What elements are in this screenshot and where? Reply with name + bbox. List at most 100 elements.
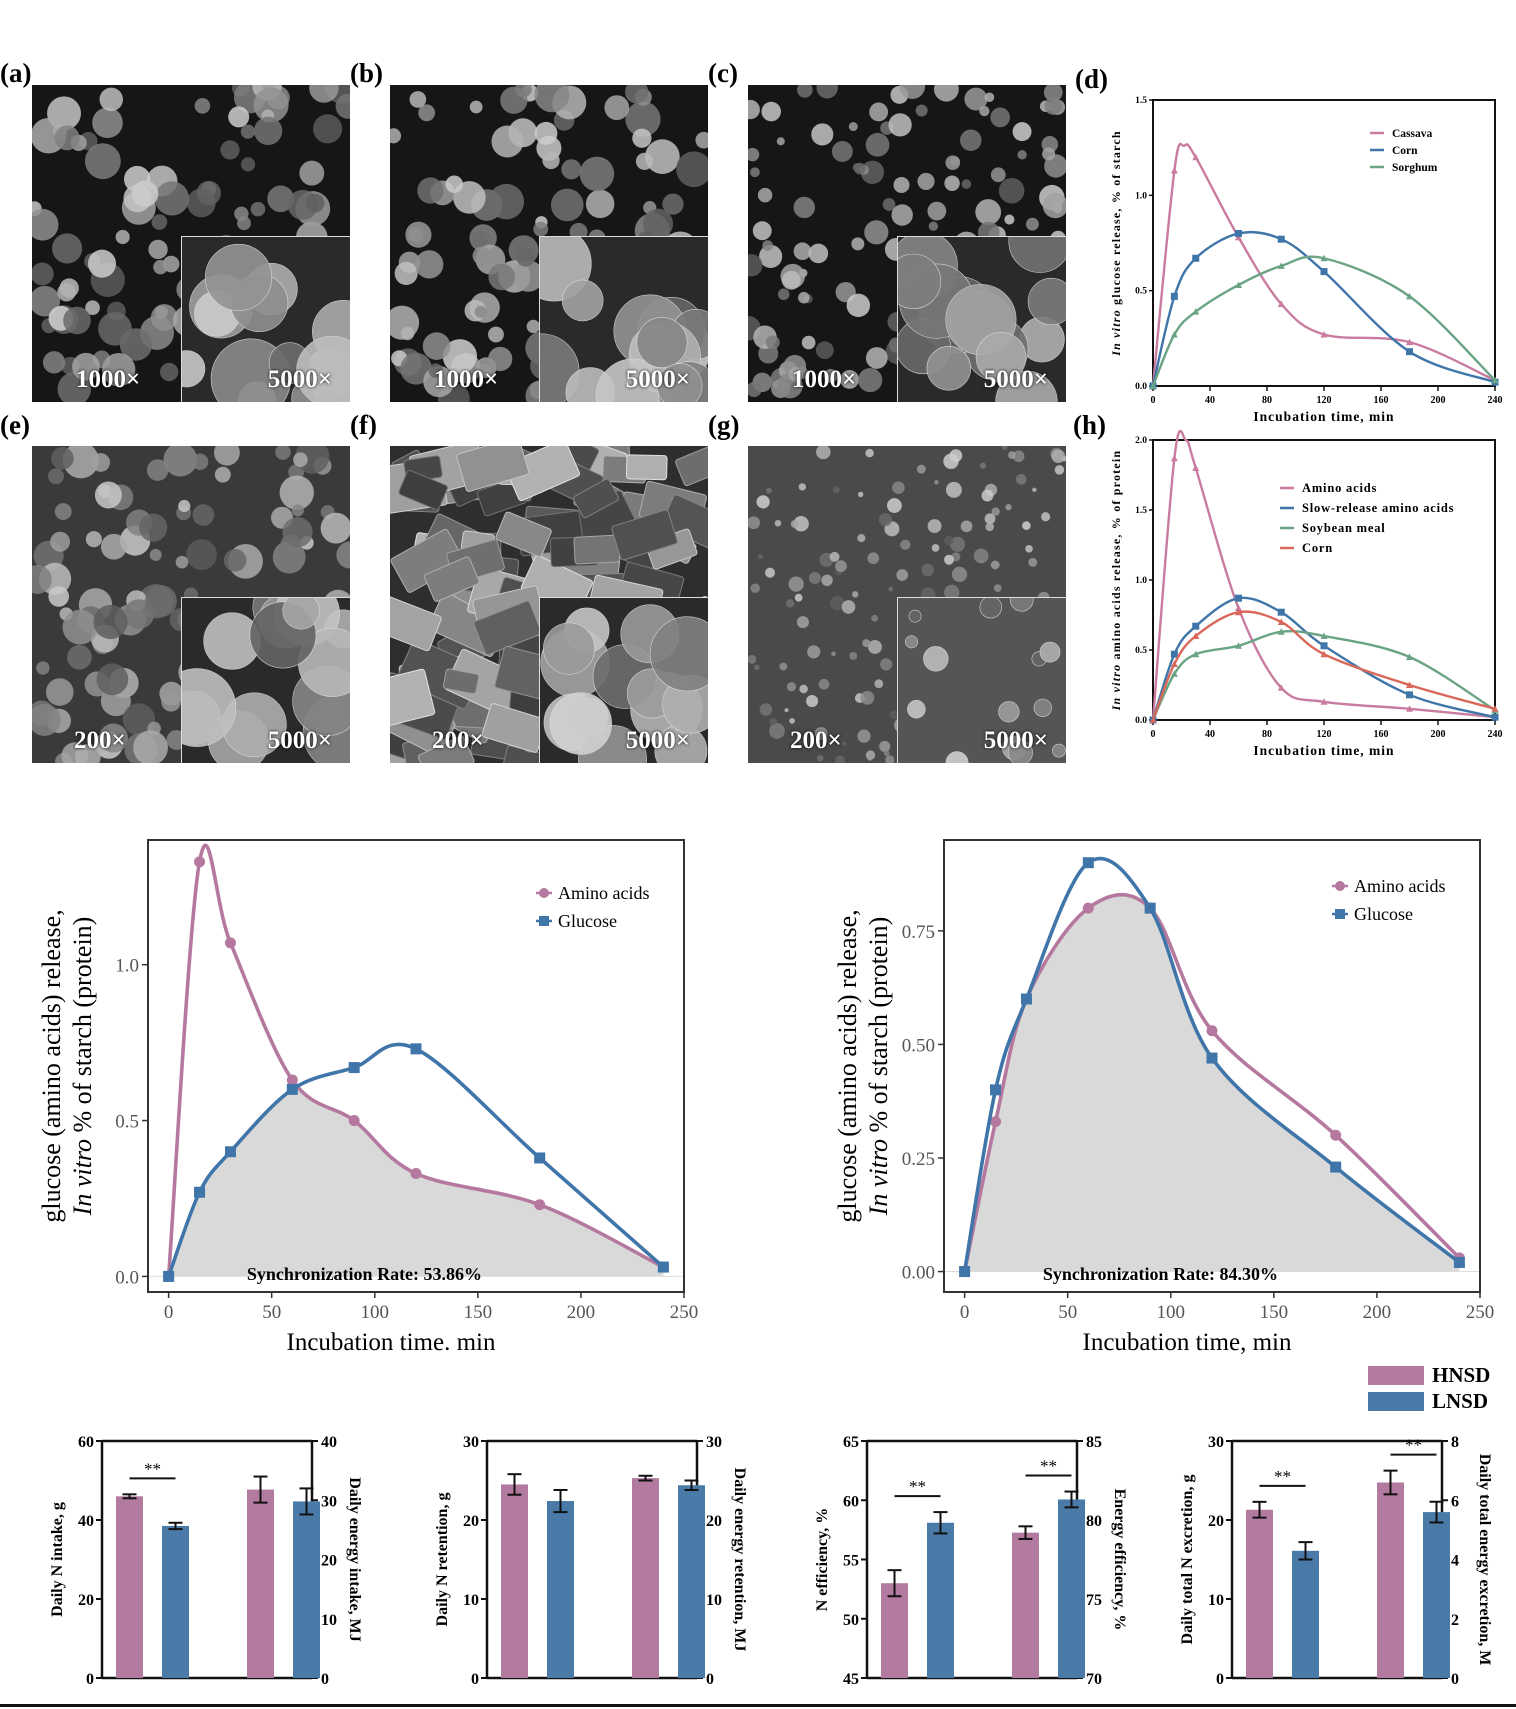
sem-image: 200× 5000× [748, 446, 1066, 763]
data-point [410, 1168, 422, 1180]
sem-particle [1054, 465, 1065, 475]
y-tick-label-left: 10 [463, 1592, 479, 1609]
sem-inset-particle [182, 668, 237, 747]
significance-marker: ** [144, 1459, 161, 1478]
data-point [1082, 902, 1094, 914]
legend-label-hnsd: HNSD [1432, 1362, 1491, 1387]
y-axis-label-italic: In vitro [1109, 305, 1123, 357]
y-axis-label-right: Energy efficiency, % [1111, 1489, 1128, 1631]
plot-frame [943, 839, 1481, 1293]
data-point [1235, 281, 1242, 288]
sem-image: 200× 5000× [390, 446, 708, 763]
bar-hnsd [116, 1496, 143, 1678]
sem-particle [818, 678, 830, 690]
sem-particle [115, 229, 130, 245]
sem-particle [823, 368, 838, 383]
sem-particle [417, 177, 444, 204]
y-axis-label-left: Daily N retention, g [434, 1493, 451, 1627]
data-point [348, 1115, 360, 1127]
sem-particle [133, 730, 168, 763]
x-tick-label: 100 [361, 1302, 390, 1323]
sem-inset-particle [926, 346, 972, 391]
sem-particle [857, 491, 864, 498]
y-tick-label-right: 80 [1086, 1513, 1102, 1530]
sem-inset-particle [907, 699, 926, 719]
sem-flake [495, 511, 552, 558]
sem-inset-particle [549, 692, 612, 755]
y-tick-label-right: 20 [321, 1553, 337, 1570]
sem-particle [759, 703, 773, 716]
sem-particle [880, 658, 893, 671]
y-axis-label-left: Daily N intake, g [49, 1502, 66, 1617]
sem-particle [927, 201, 947, 221]
sem-particle [776, 137, 785, 146]
sem-particle [149, 168, 167, 186]
data-point [1192, 632, 1200, 639]
sem-particle [973, 548, 989, 564]
sem-flake [398, 470, 448, 510]
sem-particle [964, 87, 988, 111]
sem-particle [852, 591, 859, 598]
sem-particle [1022, 521, 1031, 530]
data-point [1491, 705, 1499, 712]
y-tick-label-right: 75 [1086, 1592, 1102, 1609]
sem-inset-particle [923, 646, 949, 672]
sem-particle [422, 332, 451, 360]
data-point [1406, 653, 1413, 660]
sem-particle [979, 462, 987, 469]
sem-inset-background [898, 598, 1066, 763]
sem-particle [320, 512, 350, 544]
data-point [1206, 1025, 1218, 1037]
bottom-border [0, 1704, 1516, 1707]
sem-particle [979, 105, 990, 117]
y-axis-label-left: N efficiency, % [814, 1508, 831, 1612]
bar-chart-intake: 0 20 40 60 0 10 20 30 40 Daily N intake, g Daily e… [49, 1434, 363, 1688]
legend-label: Sorghum [1392, 162, 1438, 174]
sem-particle [879, 740, 891, 752]
sem-particle [950, 536, 966, 552]
data-point [163, 1270, 175, 1282]
sem-particle [85, 531, 102, 548]
sem-particle [534, 85, 570, 113]
y-tick-label: 1.0 [115, 956, 139, 977]
sem-particle [282, 517, 313, 548]
magnification-label-main: 200× [790, 727, 842, 754]
data-point [1277, 262, 1285, 269]
data-point [1170, 167, 1178, 174]
data-point [1406, 292, 1413, 300]
sem-particle [293, 452, 308, 467]
sem-particle [131, 180, 159, 208]
sem-inset-texture [182, 237, 350, 402]
sem-particle [100, 533, 127, 560]
x-axis-label: Incubation time, min [1253, 743, 1394, 758]
data-point [1082, 857, 1094, 869]
panel-label-b: (b) [350, 58, 383, 88]
sem-particle [500, 86, 528, 114]
sem-image: 1000× 5000× [748, 85, 1066, 402]
panel-label-h: (h) [1073, 410, 1106, 440]
sem-particle [98, 723, 128, 753]
sem-particle [48, 586, 70, 607]
y-tick-label-left: 30 [1208, 1434, 1224, 1451]
sem-particle [797, 85, 813, 98]
bar-hnsd [1012, 1532, 1039, 1678]
sem-particle [990, 107, 1011, 128]
sem-particle [478, 363, 493, 378]
sem-particle [240, 124, 256, 139]
data-point [1235, 594, 1242, 602]
chart-d-glucose-release: 0 40 80 120 160 200 240 0.0 0.5 1.0 1.5 Incubation … [1109, 96, 1503, 424]
data-point [1192, 308, 1200, 315]
sem-particle [888, 586, 894, 592]
sem-particle [851, 237, 865, 251]
bar-legend: HNSD LNSD [1368, 1362, 1490, 1414]
sem-particle [57, 282, 76, 302]
sem-particle [309, 85, 339, 103]
sem-particle [533, 221, 549, 237]
sem-particle [153, 259, 168, 275]
sem-inset-particle [979, 598, 1002, 619]
data-point [1149, 382, 1157, 389]
sem-particle [87, 249, 117, 278]
sem-particle [336, 541, 350, 569]
sem-particle [748, 381, 762, 398]
x-tick-label: 250 [670, 1302, 699, 1323]
